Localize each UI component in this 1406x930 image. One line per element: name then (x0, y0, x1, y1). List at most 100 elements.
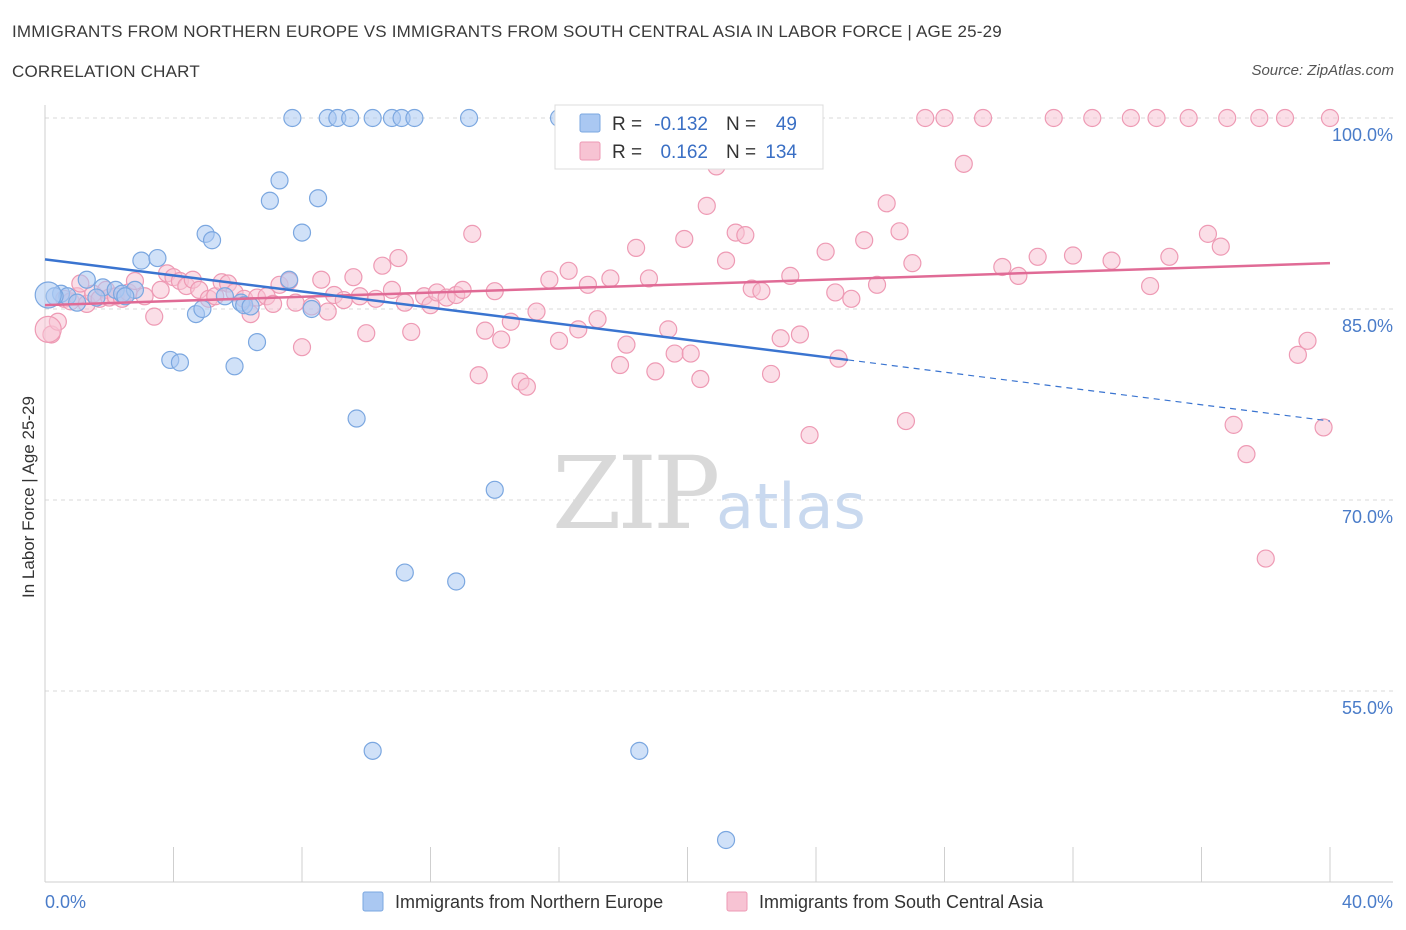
data-point-south-central-asia (453, 280, 472, 299)
data-point-south-central-asia (559, 261, 578, 280)
data-point-south-central-asia (665, 344, 684, 363)
data-point-northern-europe (308, 189, 328, 208)
data-point-south-central-asia (1140, 276, 1160, 296)
data-point-south-central-asia (626, 238, 646, 257)
legend-n-label-1: N = (726, 114, 756, 135)
watermark-atlas: atlas (716, 470, 866, 543)
legend-n-label-2: N = (726, 142, 756, 163)
data-point-south-central-asia (1298, 331, 1317, 350)
data-point-south-central-asia (263, 294, 283, 314)
data-point-south-central-asia (736, 226, 755, 245)
grid-lines (45, 117, 1393, 692)
data-point-south-central-asia (1028, 247, 1047, 266)
data-point-south-central-asia (402, 322, 421, 342)
y-tick-label: 55.0% (1342, 698, 1393, 718)
data-point-south-central-asia (752, 282, 771, 301)
data-point-northern-europe (716, 830, 736, 850)
data-point-south-central-asia (318, 302, 337, 321)
data-point-northern-europe (68, 293, 87, 312)
data-point-northern-europe (459, 108, 479, 128)
data-point-northern-europe (347, 409, 366, 428)
data-point-northern-europe (270, 171, 289, 190)
data-point-south-central-asia (1288, 345, 1307, 364)
data-point-south-central-asia (312, 270, 331, 289)
data-point-northern-europe (87, 288, 106, 307)
data-point-south-central-asia (973, 108, 993, 128)
series-legend-swatch-blue (362, 891, 384, 912)
data-point-south-central-asia (935, 108, 954, 128)
data-point-south-central-asia (492, 330, 511, 349)
data-point-northern-europe (302, 299, 321, 319)
data-point-south-central-asia (697, 196, 716, 215)
series-south-central-asia-points (34, 108, 1340, 568)
data-point-south-central-asia (549, 331, 569, 350)
data-point-northern-europe (132, 251, 151, 270)
data-point-northern-europe (148, 248, 167, 268)
y-axis-label: In Labor Force | Age 25-29 (19, 396, 38, 598)
data-point-south-central-asia (344, 268, 363, 287)
data-point-northern-europe (247, 333, 267, 352)
data-point-south-central-asia (569, 320, 588, 339)
data-point-northern-europe-cluster (34, 281, 62, 309)
data-point-south-central-asia (1179, 108, 1198, 128)
data-point-south-central-asia (842, 289, 861, 308)
data-point-south-central-asia (1320, 108, 1340, 128)
data-point-northern-europe (170, 353, 190, 372)
legend-r-value-1: -0.132 (654, 114, 708, 135)
watermark-zip: ZIP (552, 435, 717, 552)
data-point-south-central-asia (1083, 108, 1102, 128)
data-point-south-central-asia (389, 248, 408, 268)
data-point-south-central-asia (790, 325, 810, 344)
data-point-south-central-asia (761, 364, 781, 384)
data-point-south-central-asia (617, 335, 636, 354)
data-point-south-central-asia (292, 338, 312, 357)
data-point-south-central-asia (1009, 266, 1028, 285)
data-point-south-central-asia (610, 355, 630, 375)
data-point-south-central-asia (1044, 108, 1063, 128)
data-point-northern-europe (485, 480, 504, 499)
x-tick-label-max: 40.0% (1342, 892, 1393, 912)
data-point-south-central-asia (691, 369, 710, 389)
data-point-south-central-asia (916, 108, 935, 128)
data-point-south-central-asia (1275, 108, 1295, 128)
legend-n-value-1: 49 (776, 114, 797, 135)
data-point-south-central-asia (588, 310, 607, 329)
series-legend-label-pink: Immigrants from South Central Asia (759, 892, 1044, 912)
data-point-south-central-asia (517, 377, 536, 396)
data-point-south-central-asia (1121, 108, 1140, 128)
data-point-south-central-asia (681, 344, 700, 363)
data-point-northern-europe (77, 270, 96, 289)
chart-subtitle: CORRELATION CHART (12, 62, 200, 81)
axes (44, 105, 1393, 883)
data-point-south-central-asia (855, 231, 874, 250)
series-legend-label-blue: Immigrants from Northern Europe (395, 892, 663, 912)
trend-line-northern-europe-extension (848, 359, 1331, 422)
y-tick-labels: 100.0% 85.0% 70.0% 55.0% (1332, 125, 1393, 718)
data-point-northern-europe (193, 299, 212, 319)
data-point-northern-europe (283, 108, 302, 128)
data-point-south-central-asia (867, 275, 887, 294)
data-point-south-central-asia (1063, 246, 1083, 265)
chart-title: IMMIGRANTS FROM NORTHERN EUROPE VS IMMIG… (12, 22, 1002, 41)
source-credit: Source: ZipAtlas.com (1251, 62, 1394, 79)
data-point-south-central-asia (1237, 445, 1256, 464)
data-point-south-central-asia (659, 320, 678, 339)
data-point-south-central-asia (771, 329, 790, 348)
data-point-south-central-asia (896, 411, 916, 431)
data-point-south-central-asia (373, 256, 392, 275)
data-point-northern-europe (116, 287, 135, 306)
data-point-south-central-asia (145, 307, 164, 326)
data-point-northern-europe (447, 572, 466, 591)
data-point-south-central-asia (1256, 549, 1275, 568)
data-point-south-central-asia (151, 280, 170, 299)
data-point-northern-europe (395, 563, 414, 582)
data-point-south-central-asia (1102, 251, 1121, 270)
data-point-south-central-asia (382, 280, 402, 299)
y-tick-label: 85.0% (1342, 316, 1393, 336)
data-point-northern-europe (202, 231, 222, 250)
correlation-legend: R = -0.132 N = 49 R = 0.162 N = 134 (554, 104, 824, 170)
x-tick-label-min: 0.0% (45, 892, 86, 912)
data-point-northern-europe (292, 223, 312, 242)
data-point-south-central-asia (800, 425, 819, 445)
data-point-south-central-asia (1211, 237, 1230, 256)
